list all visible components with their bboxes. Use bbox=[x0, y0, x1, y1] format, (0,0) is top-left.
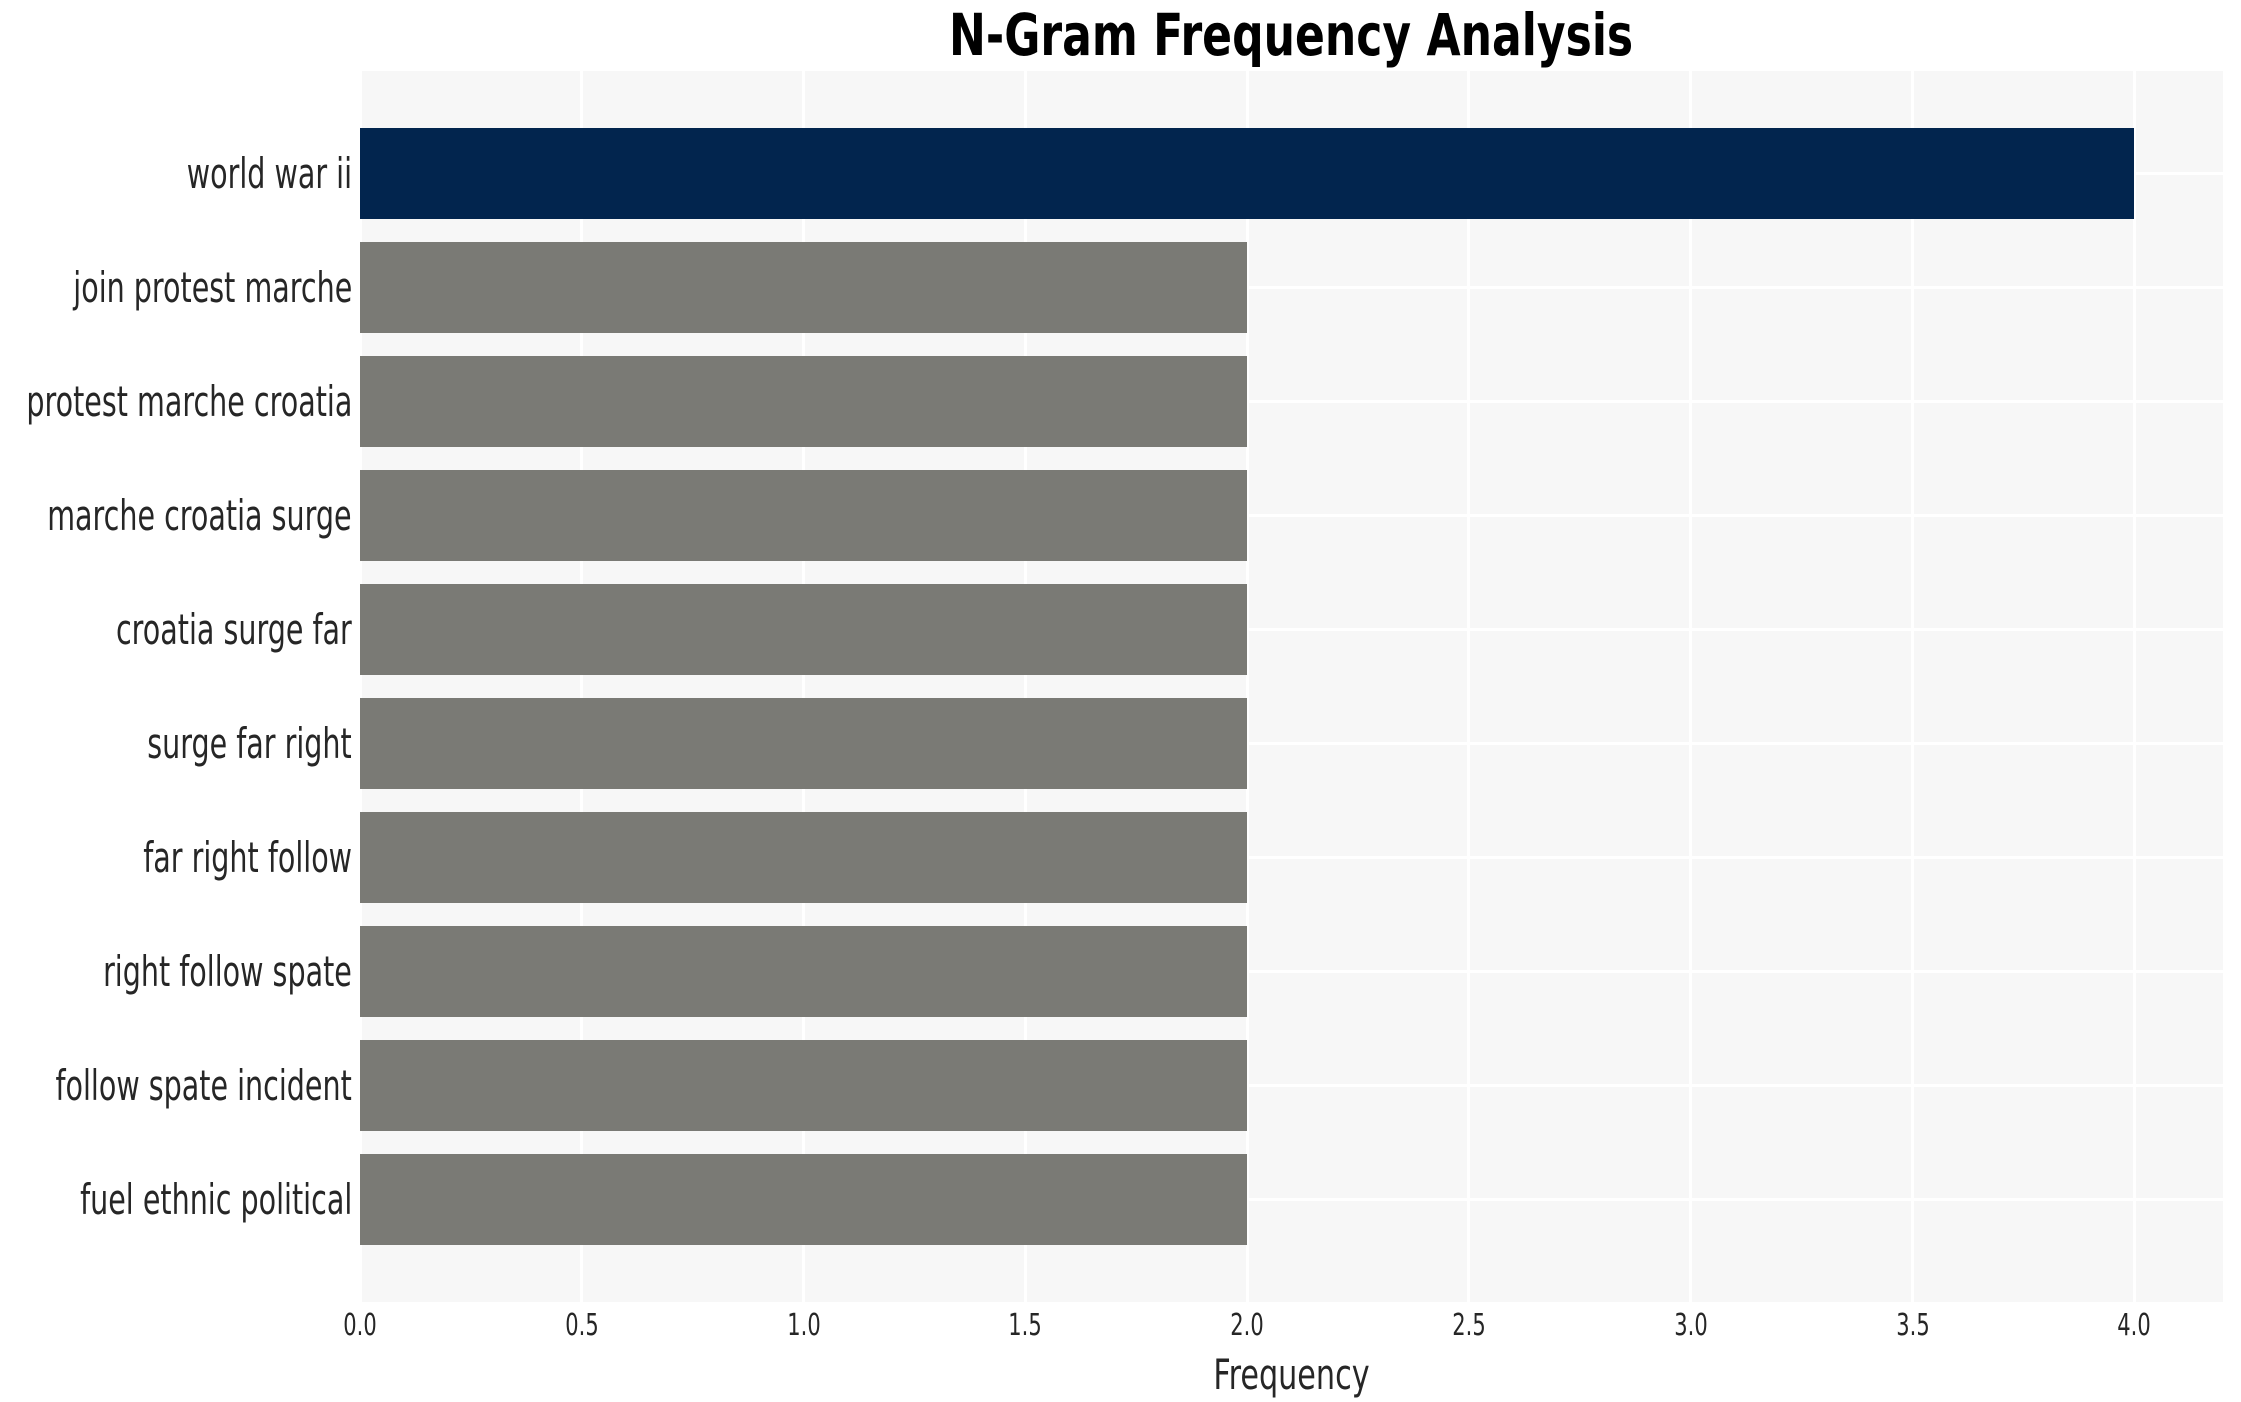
bar-row bbox=[360, 459, 2223, 573]
bar-follow-spate-incident bbox=[360, 1040, 1248, 1131]
category-label-text: surge far right bbox=[147, 719, 352, 768]
gridline-vertical bbox=[1911, 71, 1914, 1302]
gridline-vertical bbox=[802, 71, 806, 1302]
x-tick-label: 2.5 bbox=[1452, 1308, 1486, 1343]
bar-row bbox=[360, 1143, 2223, 1257]
gridline-vertical bbox=[1689, 71, 1693, 1302]
x-tick-label: 4.0 bbox=[2117, 1308, 2151, 1343]
bar-row bbox=[360, 117, 2223, 231]
x-tick-label: 3.0 bbox=[1674, 1308, 1708, 1343]
bar-join-protest-marche bbox=[360, 242, 1248, 333]
y-axis-labels: world war ii join protest marche protest m… bbox=[0, 117, 352, 1257]
category-label-text: right follow spate bbox=[103, 947, 352, 996]
category-label-text: protest marche croatia bbox=[26, 377, 352, 426]
category-label: far right follow bbox=[0, 801, 352, 915]
category-label: right follow spate bbox=[0, 915, 352, 1029]
bar-row bbox=[360, 231, 2223, 345]
category-label-text: far right follow bbox=[143, 833, 352, 882]
category-label-text: follow spate incident bbox=[55, 1061, 352, 1110]
gridline-horizontal bbox=[360, 400, 2223, 403]
x-tick-label: 3.5 bbox=[1895, 1308, 1930, 1343]
gridline-horizontal bbox=[360, 970, 2223, 973]
x-tick-label: 1.5 bbox=[1008, 1308, 1043, 1343]
bar-row bbox=[360, 345, 2223, 459]
gridline-vertical bbox=[1023, 71, 1027, 1302]
bar-world-war-ii bbox=[360, 128, 2135, 219]
category-label-text: marche croatia surge bbox=[47, 491, 352, 540]
bar-surge-far-right bbox=[360, 698, 1248, 789]
bars-container bbox=[360, 117, 2223, 1257]
gridline-horizontal bbox=[360, 856, 2223, 859]
bar-row bbox=[360, 573, 2223, 687]
category-label: protest marche croatia bbox=[0, 345, 352, 459]
category-label: surge far right bbox=[0, 687, 352, 801]
gridline-vertical bbox=[2132, 71, 2136, 1302]
bar-far-right-follow bbox=[360, 812, 1248, 903]
x-tick-label: 2.0 bbox=[1230, 1308, 1264, 1343]
chart-title: N-Gram Frequency Analysis bbox=[360, 2, 2223, 68]
category-label: marche croatia surge bbox=[0, 459, 352, 573]
gridline-horizontal bbox=[360, 628, 2223, 631]
bar-protest-marche-croatia bbox=[360, 356, 1248, 447]
gridline-vertical bbox=[1467, 71, 1471, 1302]
x-axis-label-text: Frequency bbox=[1213, 1350, 1370, 1399]
gridline-horizontal bbox=[360, 1084, 2223, 1087]
x-axis-label: Frequency bbox=[360, 1350, 2223, 1399]
gridline-horizontal bbox=[360, 742, 2223, 745]
bar-row bbox=[360, 687, 2223, 801]
bar-row bbox=[360, 801, 2223, 915]
bar-row bbox=[360, 1029, 2223, 1143]
plot-area bbox=[360, 71, 2223, 1302]
category-label: join protest marche bbox=[0, 231, 352, 345]
x-tick-label: 1.0 bbox=[786, 1308, 821, 1343]
bar-row bbox=[360, 915, 2223, 1029]
gridline-horizontal bbox=[360, 1198, 2223, 1201]
gridline-vertical bbox=[360, 71, 362, 1302]
category-label: croatia surge far bbox=[0, 573, 352, 687]
bar-croatia-surge-far bbox=[360, 584, 1248, 675]
chart-title-text: N-Gram Frequency Analysis bbox=[949, 1, 1634, 69]
x-axis-ticks: 0.0 0.5 1.0 1.5 2.0 2.5 3.0 3.5 4.0 bbox=[343, 1308, 2223, 1348]
gridline-vertical bbox=[580, 71, 584, 1302]
bar-fuel-ethnic-political bbox=[360, 1154, 1248, 1245]
category-label: fuel ethnic political bbox=[0, 1143, 352, 1257]
category-label: follow spate incident bbox=[0, 1029, 352, 1143]
category-label-text: join protest marche bbox=[73, 263, 352, 312]
category-label-text: croatia surge far bbox=[116, 605, 352, 654]
gridline-horizontal bbox=[360, 286, 2223, 289]
gridline-vertical bbox=[1245, 71, 1249, 1302]
x-tick-label: 0.5 bbox=[565, 1308, 599, 1343]
category-label-text: world war ii bbox=[186, 149, 352, 198]
bar-marche-croatia-surge bbox=[360, 470, 1248, 561]
x-tick-label: 0.0 bbox=[343, 1308, 377, 1343]
gridline-horizontal bbox=[360, 514, 2223, 517]
bar-right-follow-spate bbox=[360, 926, 1248, 1017]
category-label-text: fuel ethnic political bbox=[79, 1175, 352, 1224]
category-label: world war ii bbox=[0, 117, 352, 231]
